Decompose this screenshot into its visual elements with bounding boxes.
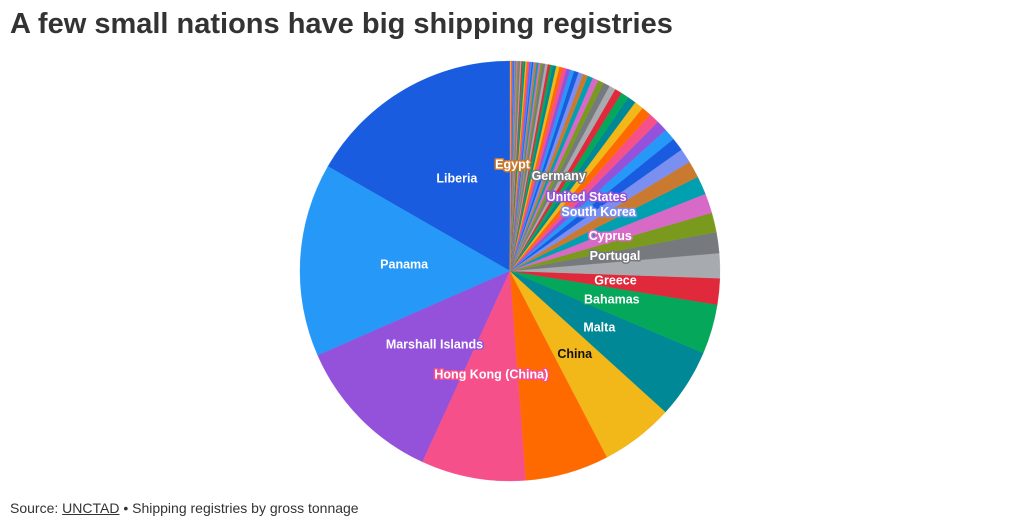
slice — [422, 270, 527, 482]
slice — [327, 60, 511, 272]
slice-label: Malta — [583, 320, 616, 334]
source: Source: UNCTAD • Shipping registries by … — [10, 500, 359, 516]
slice-label: Portugal — [590, 249, 641, 263]
source-link[interactable]: UNCTAD — [62, 500, 120, 516]
slice-label: Marshall Islands — [386, 338, 483, 352]
slice-label: Egypt — [495, 157, 531, 171]
slice-label: China — [557, 347, 593, 361]
slice-label: South Korea — [561, 205, 636, 219]
chart-title: A few small nations have big shipping re… — [10, 8, 673, 40]
slice-label: Cyprus — [589, 229, 632, 243]
note: • Shipping registries by gross tonnage — [123, 500, 359, 516]
slice-label: Liberia — [436, 172, 478, 186]
slice — [299, 166, 511, 356]
slice-label: United States — [547, 190, 627, 204]
slice-label: Greece — [594, 274, 636, 288]
source-label: Source: — [10, 500, 59, 516]
slice-label: Bahamas — [584, 293, 640, 307]
slice-label: Germany — [532, 169, 586, 183]
slice — [317, 270, 511, 463]
slice-label: Hong Kong (China) — [434, 368, 548, 382]
slice-label: Panama — [380, 258, 429, 272]
slice — [509, 60, 511, 272]
